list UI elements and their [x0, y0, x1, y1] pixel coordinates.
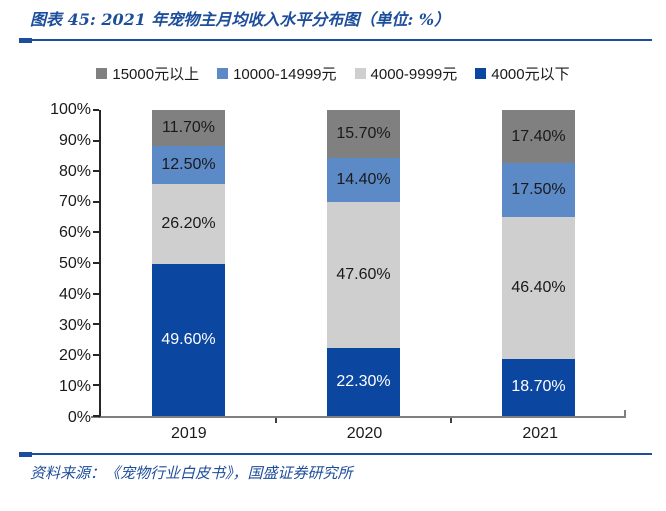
y-axis-tick: [93, 231, 99, 234]
bar-slot: 22.30% 47.60% 14.40% 15.70%: [276, 110, 451, 416]
bar-segment: 17.40%: [502, 110, 575, 164]
bar-value-label: 49.60%: [161, 331, 216, 349]
x-axis-extension: [91, 416, 99, 418]
x-axis-tick: [274, 418, 277, 423]
y-axis-label: 50%: [58, 255, 91, 272]
y-axis-tick: [93, 109, 99, 111]
y-axis-tick: [93, 292, 99, 295]
stacked-bar-2021: 18.70% 46.40% 17.50% 17.40%: [502, 110, 575, 416]
x-axis-end-tick: [624, 410, 626, 416]
bar-value-label: 15.70%: [336, 125, 391, 143]
x-axis-label: 2021: [522, 425, 558, 442]
x-axis-labels: 2019 2020 2021: [101, 425, 628, 443]
bar-segment: 46.40%: [502, 216, 575, 359]
y-axis-label: 80%: [58, 162, 91, 180]
bar-segment: 26.20%: [152, 184, 225, 265]
legend-item: 10000-14999元: [217, 63, 337, 84]
bar-value-label: 18.70%: [511, 378, 566, 396]
bar-segment: 14.40%: [327, 158, 400, 203]
bar-segment: 22.30%: [327, 347, 400, 416]
stacked-bar-2020: 22.30% 47.60% 14.40% 15.70%: [327, 110, 400, 416]
y-axis-tick: [93, 262, 99, 264]
plot-area: 49.60% 26.20% 12.50% 11.70% 22.30% 47.60% 14.4…: [91, 109, 626, 423]
bars-container: 49.60% 26.20% 12.50% 11.70% 22.30% 47.60% 14.4…: [101, 110, 626, 416]
y-axis-tick: [93, 200, 99, 203]
legend-label: 10000-14999元: [233, 66, 337, 83]
y-axis-label: 100%: [50, 101, 91, 118]
y-axis-tick: [93, 323, 99, 326]
y-axis-tick: [93, 384, 99, 387]
bar-value-label: 46.40%: [511, 278, 566, 296]
title-divider: [19, 38, 652, 43]
legend-swatch-icon: [217, 68, 229, 79]
bar-value-label: 17.40%: [511, 127, 566, 145]
legend-swatch-icon: [354, 68, 366, 79]
y-axis-label: 30%: [58, 316, 91, 334]
y-axis-tick: [93, 353, 99, 356]
chart-legend: 15000元以上 10000-14999元 4000-9999元 4000元以下: [0, 63, 666, 84]
bar-value-label: 14.40%: [336, 171, 391, 189]
footer-divider: [19, 452, 652, 457]
y-axis: 0% 10% 20% 30% 40% 50% 60% 70% 80% 90% 100%: [8, 101, 99, 426]
footer-divider-line: [19, 453, 652, 455]
bar-segment: 18.70%: [502, 358, 575, 416]
bar-value-label: 47.60%: [336, 265, 391, 283]
legend-label: 15000元以上: [112, 66, 200, 83]
y-axis-tick: [93, 170, 99, 173]
y-axis-tick: [93, 139, 99, 142]
legend-label: 4000-9999元: [370, 66, 458, 83]
legend-swatch-icon: [475, 68, 487, 79]
source-note: 资料来源：《宠物行业白皮书》，国盛证券研究所: [30, 464, 353, 482]
y-axis-label: 10%: [58, 378, 91, 396]
footer-divider-tab: [19, 452, 32, 457]
bar-segment: 15.70%: [327, 110, 400, 159]
bar-segment: 11.70%: [152, 110, 225, 146]
bar-slot: 18.70% 46.40% 17.50% 17.40%: [451, 110, 626, 416]
figure-title: 图表 45: 2021 年宠物主月均收入水平分布图（单位: %）: [30, 10, 451, 29]
bar-slot: 49.60% 26.20% 12.50% 11.70%: [101, 110, 276, 416]
x-axis-tick: [449, 418, 452, 423]
title-divider-line: [19, 39, 652, 41]
legend-swatch-icon: [96, 68, 108, 79]
bar-segment: 47.60%: [327, 202, 400, 348]
legend-item: 4000元以下: [475, 63, 570, 84]
bar-value-label: 11.70%: [161, 118, 216, 136]
x-axis-label: 2019: [171, 425, 207, 442]
y-axis-label: 70%: [58, 193, 91, 211]
y-axis-label: 90%: [58, 131, 91, 149]
stacked-bar-chart: 0% 10% 20% 30% 40% 50% 60% 70% 80% 90% 100% 49.60%…: [8, 101, 666, 426]
bar-segment: 12.50%: [152, 145, 225, 185]
title-divider-tab: [19, 38, 32, 43]
bar-value-label: 17.50%: [511, 181, 566, 199]
y-axis-label: 20%: [58, 347, 91, 365]
bar-value-label: 26.20%: [161, 215, 216, 233]
bar-segment: 49.60%: [152, 264, 225, 416]
y-axis-label: 0%: [67, 409, 91, 426]
x-axis-label: 2020: [346, 425, 383, 442]
y-axis-label: 40%: [58, 285, 91, 303]
stacked-bar-2019: 49.60% 26.20% 12.50% 11.70%: [152, 110, 225, 416]
legend-label: 4000元以下: [491, 66, 570, 83]
bar-value-label: 22.30%: [336, 372, 391, 390]
legend-item: 4000-9999元: [354, 63, 458, 84]
bar-segment: 17.50%: [502, 163, 575, 217]
bar-value-label: 12.50%: [161, 155, 216, 173]
legend-item: 15000元以上: [96, 63, 199, 84]
y-axis-label: 60%: [58, 224, 91, 242]
y-axis-tick: [93, 415, 99, 417]
